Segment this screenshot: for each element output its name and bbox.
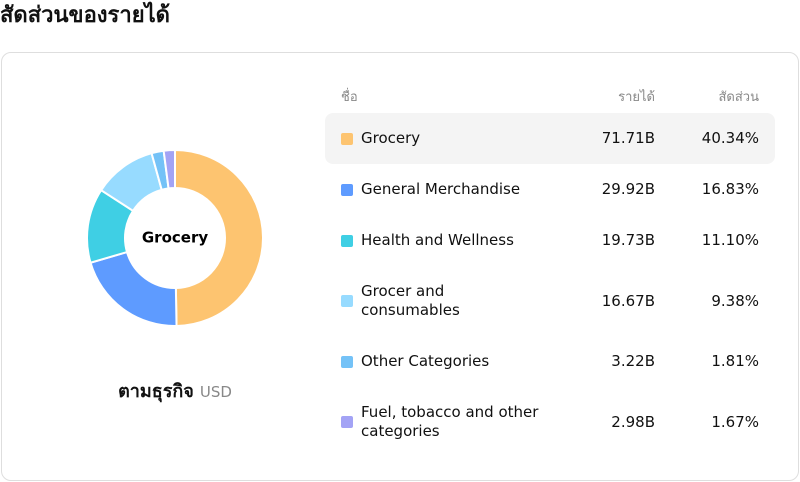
column-header: ชื่อ: [341, 90, 358, 105]
revenue-value: 3.22B: [611, 352, 655, 370]
chart-subtitle: ตามธุรกิจ USD: [0, 376, 350, 405]
share-value: 40.34%: [701, 129, 759, 147]
share-value: 1.81%: [711, 352, 759, 370]
donut-slice: [174, 148, 265, 328]
legend-swatch: [341, 295, 353, 307]
category-name: Grocery: [361, 129, 421, 147]
legend-row: Other Categories 3.22B 1.81%: [325, 336, 775, 387]
share-value: 11.10%: [701, 231, 759, 249]
legend-swatch: [341, 183, 353, 196]
share-value: 9.38%: [711, 291, 759, 310]
revenue-value: 16.67B: [601, 291, 655, 310]
revenue-value: 2.98B: [611, 412, 655, 431]
category-name: General Merchandise: [361, 180, 521, 198]
share-value: 16.83%: [701, 180, 759, 198]
category-name: Other Categories: [361, 352, 490, 370]
legend-table: Grocery 71.71B 40.34% General Merchandise 29…: [325, 113, 775, 457]
subtitle: ตามธุรกิจ: [118, 381, 194, 402]
column-header: รายได้: [618, 90, 655, 105]
category-name: Health and Wellness: [361, 231, 514, 249]
legend-row: General Merchandise 29.92B 16.83%: [325, 164, 775, 215]
legend-row: Health and Wellness 19.73B 11.10%: [325, 215, 775, 266]
legend-swatch: [341, 416, 353, 428]
legend-swatch: [341, 355, 353, 368]
category-name: Fuel, tobacco and other categories: [361, 403, 539, 440]
legend-row: Grocery 71.71B 40.34%: [325, 113, 775, 164]
center-label: Grocery: [142, 229, 208, 247]
revenue-value: 29.92B: [601, 180, 655, 198]
legend-row: Fuel, tobacco and other categories 2.98B 1…: [325, 387, 775, 457]
revenue-value: 71.71B: [601, 129, 655, 147]
unit: USD: [199, 383, 232, 401]
legend-row: Grocer and consumables 16.67B 9.38%: [325, 266, 775, 336]
category-name: Grocer and consumables: [361, 282, 460, 319]
column-header: สัดส่วน: [718, 90, 760, 105]
donut-slice: [162, 148, 176, 190]
card: [1, 52, 799, 481]
share-value: 1.67%: [711, 412, 759, 431]
legend-swatch: [341, 132, 353, 145]
legend-swatch: [341, 234, 353, 247]
page-title: สัดส่วนของรายได้: [0, 3, 170, 28]
revenue-value: 19.73B: [601, 231, 655, 249]
